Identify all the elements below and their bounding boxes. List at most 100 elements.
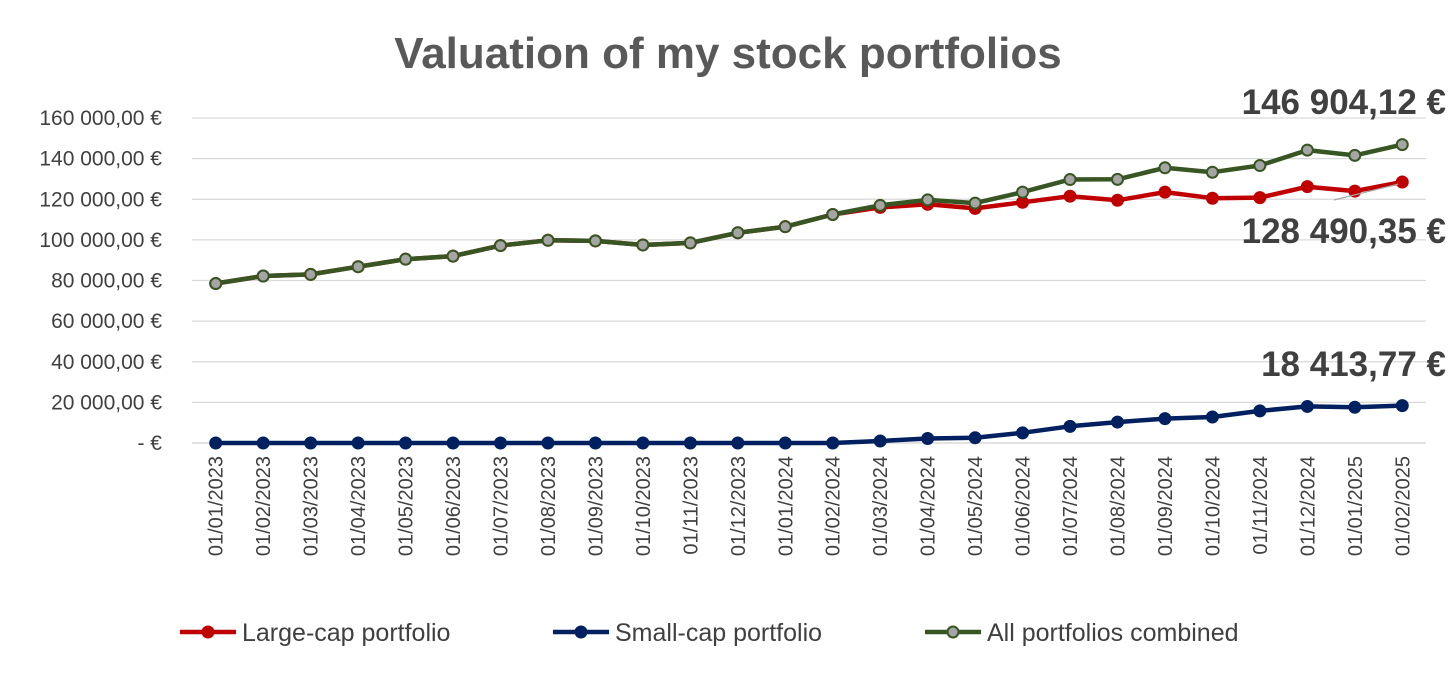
data-point [1395, 138, 1409, 152]
x-tick-label: 01/04/2023 [348, 456, 370, 556]
series-markers [209, 138, 1409, 450]
y-tick-label: 60 000,00 € [51, 310, 162, 333]
legend-label: Small-cap portfolio [615, 619, 822, 647]
x-axis-tick-labels: 01/01/2023 01/02/2023 01/03/2023 01/04/2023… [206, 456, 1415, 556]
legend-marker-0 [201, 625, 215, 639]
data-point [1300, 143, 1314, 157]
x-tick-label: 01/03/2024 [870, 456, 892, 556]
data-point [209, 436, 223, 450]
y-tick-label: 100 000,00 € [39, 229, 162, 252]
x-tick-label: 01/09/2024 [1155, 456, 1177, 556]
series-line-0 [215, 179, 1403, 286]
x-tick-label: 01/08/2024 [1108, 456, 1130, 556]
leader-line [1333, 183, 1399, 201]
data-point [1158, 185, 1172, 199]
data-point [1253, 159, 1267, 173]
data-point [1300, 399, 1314, 413]
data-point [636, 238, 650, 252]
data-point [446, 249, 460, 263]
data-point [1016, 426, 1030, 440]
x-tick-label: 01/05/2023 [396, 456, 418, 556]
data-point [826, 207, 840, 221]
data-label: 18 413,77 € [1261, 345, 1446, 384]
data-point [351, 436, 365, 450]
y-tick-label: 120 000,00 € [39, 188, 162, 211]
x-tick-label: 01/12/2023 [728, 456, 750, 556]
data-point [351, 260, 365, 274]
data-point [494, 436, 507, 450]
x-tick-label: 01/04/2024 [918, 456, 940, 556]
data-point [541, 233, 555, 247]
y-tick-label: - € [137, 432, 162, 455]
data-point [1348, 400, 1362, 414]
data-point [683, 236, 697, 250]
y-tick-label: 40 000,00 € [51, 351, 162, 374]
x-tick-label: 01/07/2023 [491, 456, 513, 556]
data-point [494, 239, 507, 253]
data-point [399, 436, 413, 450]
data-point [1016, 185, 1030, 199]
y-tick-label: 20 000,00 € [51, 391, 162, 414]
x-tick-label: 01/11/2024 [1250, 456, 1272, 555]
x-tick-label: 01/01/2025 [1345, 456, 1367, 556]
x-tick-label: 01/09/2023 [585, 456, 607, 556]
x-tick-label: 01/07/2024 [1060, 456, 1082, 556]
data-point [209, 277, 223, 291]
data-label: 146 904,12 € [1242, 83, 1446, 122]
data-point [968, 431, 982, 445]
series-line-1 [215, 403, 1403, 446]
x-tick-label: 01/08/2023 [538, 456, 560, 556]
data-point [541, 436, 555, 450]
data-point [921, 193, 935, 207]
data-point [304, 436, 318, 450]
data-point [826, 436, 840, 450]
y-axis-tick-labels: - € 20 000,00 € 40 000,00 € 60 000,00 € 80 0… [39, 107, 162, 455]
data-annotations: 146 904,12 € 128 490,35 € 18 413,77 € [1242, 83, 1446, 384]
x-tick-label: 01/12/2024 [1297, 456, 1319, 556]
legend-marker-1 [574, 625, 588, 639]
data-point [1205, 410, 1219, 424]
data-label: 128 490,35 € [1242, 212, 1446, 251]
data-point [921, 432, 935, 446]
data-point [1158, 412, 1172, 426]
x-tick-label: 01/01/2023 [206, 456, 228, 556]
data-point [1111, 415, 1124, 429]
x-tick-label: 01/10/2024 [1202, 456, 1224, 556]
data-point [1111, 172, 1124, 186]
x-tick-label: 01/01/2024 [775, 456, 797, 556]
data-point [1158, 161, 1172, 175]
x-tick-label: 01/02/2025 [1392, 456, 1414, 556]
data-point [873, 434, 887, 448]
gridlines [192, 117, 1426, 403]
data-point [1395, 175, 1409, 189]
x-tick-label: 01/10/2023 [633, 456, 655, 556]
data-point [1253, 404, 1267, 418]
legend-label: All portfolios combined [987, 619, 1239, 647]
data-point [778, 436, 792, 450]
x-tick-label: 01/02/2024 [823, 456, 845, 556]
data-point [1063, 419, 1077, 433]
data-point [731, 436, 745, 450]
data-point [1063, 189, 1077, 203]
data-point [778, 220, 792, 234]
x-tick-label: 01/11/2023 [680, 456, 702, 555]
data-point [1395, 399, 1409, 413]
data-point [968, 196, 982, 210]
data-point [1253, 191, 1267, 205]
data-point [446, 436, 460, 450]
data-point [1111, 193, 1124, 207]
data-point [304, 267, 318, 281]
data-point [588, 234, 602, 248]
y-tick-label: 160 000,00 € [39, 107, 162, 130]
x-tick-label: 01/06/2024 [1013, 456, 1035, 556]
series-line-2 [215, 142, 1403, 286]
series-lines [215, 142, 1403, 446]
data-point [399, 252, 413, 266]
legend-label: Large-cap portfolio [242, 619, 450, 647]
data-point [1063, 173, 1077, 187]
data-point [1300, 180, 1314, 194]
data-point [1348, 148, 1362, 162]
y-tick-label: 140 000,00 € [39, 148, 162, 171]
x-tick-label: 01/02/2023 [253, 456, 275, 556]
data-point [588, 436, 602, 450]
